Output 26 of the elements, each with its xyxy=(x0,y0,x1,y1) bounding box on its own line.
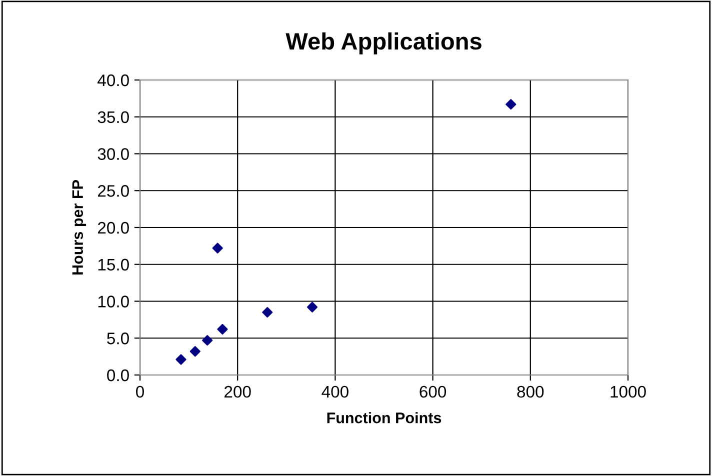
y-tick-label: 25.0 xyxy=(98,185,129,197)
point xyxy=(306,302,318,312)
y-tick-label: 0.0 xyxy=(107,369,129,382)
y-tick-label: 35.0 xyxy=(98,111,129,124)
chart-title: Web Applications xyxy=(286,32,482,54)
point xyxy=(262,307,273,318)
point xyxy=(190,346,200,357)
point xyxy=(202,335,213,346)
point xyxy=(212,242,223,254)
x-tick-label: 400 xyxy=(322,386,348,398)
y-tick-label: 5.0 xyxy=(107,332,129,344)
x-tick-label: 200 xyxy=(224,386,251,398)
point xyxy=(506,99,516,110)
y-tick-label: 15.0 xyxy=(98,258,129,271)
y-axis-title: Hours per FP xyxy=(72,180,86,274)
point xyxy=(217,324,228,335)
y-tick-label: 20.0 xyxy=(98,222,129,234)
y-tick-label: 40.0 xyxy=(98,74,129,86)
point xyxy=(176,354,186,365)
y-tick-label: 10.0 xyxy=(98,296,129,308)
x-tick-label: 800 xyxy=(517,386,544,398)
x-tick-label: 0 xyxy=(136,386,144,398)
x-tick-label: 1000 xyxy=(610,386,646,398)
x-tick-label: 600 xyxy=(420,386,446,398)
x-axis-title: Function Points xyxy=(327,412,442,424)
y-tick-label: 30.0 xyxy=(98,148,129,160)
